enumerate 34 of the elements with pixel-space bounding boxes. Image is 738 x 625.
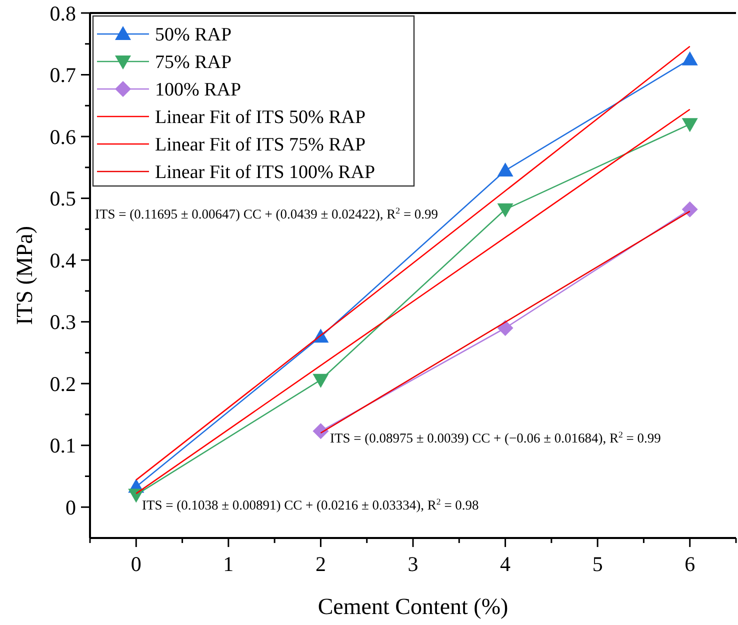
x-tick-label: 2 bbox=[315, 552, 326, 576]
annotation: ITS = (0.08975 ± 0.0039) CC + (−0.06 ± 0.01684), R$^{2}$ = 0.99 bbox=[330, 430, 662, 446]
point bbox=[497, 162, 514, 176]
annotation: ITS = (0.1038 ± 0.00891) CC + (0.0216 ± 0.03334), R$^{2}$ = 0.98 bbox=[142, 496, 480, 513]
legend-label: 75% RAP bbox=[155, 52, 232, 74]
point bbox=[682, 201, 698, 218]
y-tick-label: 0.7 bbox=[50, 63, 76, 88]
point bbox=[682, 51, 698, 66]
x-tick-label: 1 bbox=[223, 552, 234, 576]
x-tick-label: 5 bbox=[592, 552, 603, 576]
x-tick-label: 6 bbox=[684, 552, 696, 576]
y-tick-label: 0.2 bbox=[50, 372, 76, 396]
legend-label: Linear Fit of ITS 100% RAP bbox=[155, 162, 376, 184]
y-tick-label: 0.8 bbox=[50, 1, 76, 26]
point bbox=[497, 320, 514, 336]
legend-label: 50% RAP bbox=[155, 24, 232, 46]
y-tick-label: 0.5 bbox=[50, 186, 76, 211]
x-tick-label: 4 bbox=[500, 552, 512, 576]
y-tick-label: 0.4 bbox=[50, 248, 76, 272]
y-tick-label: 0.3 bbox=[50, 310, 76, 334]
legend-label: Linear Fit of ITS 75% RAP bbox=[155, 134, 366, 156]
y-tick-label: 0 bbox=[66, 495, 76, 520]
legend-label: 100% RAP bbox=[155, 80, 242, 101]
point bbox=[497, 203, 514, 218]
y-tick-label: 0.1 bbox=[50, 434, 76, 458]
legend-label: Linear Fit of ITS 50% RAP bbox=[155, 107, 366, 128]
point bbox=[312, 374, 329, 388]
y-tick-label: 0.6 bbox=[50, 124, 76, 149]
point bbox=[312, 423, 329, 440]
x-tick-label: 3 bbox=[408, 552, 418, 576]
x-tick-label: 0 bbox=[130, 552, 142, 576]
annotation: ITS = (0.11695 ± 0.00647) CC + (0.0439 ± 0.02422), R$^{2}$ = 0.99 bbox=[95, 206, 438, 222]
x-axis-title: Cement Content (%) bbox=[318, 594, 508, 619]
y-axis-title: ITS (MPa) bbox=[12, 226, 37, 326]
